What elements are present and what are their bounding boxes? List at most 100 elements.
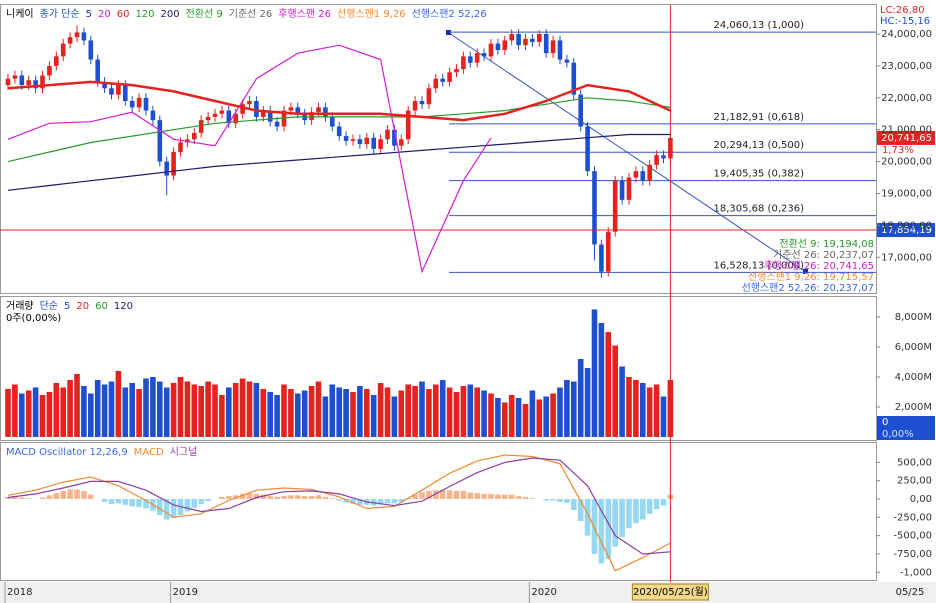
oscillator-bar xyxy=(543,499,549,501)
oscillator-bar xyxy=(660,499,667,506)
oscillator-bar xyxy=(412,494,418,500)
volume-bar xyxy=(522,403,529,437)
volume-bar xyxy=(577,358,584,437)
candle-body xyxy=(433,78,439,89)
indicator-readout: 기준선 26: 20,237,07 xyxy=(773,249,874,261)
y-tick-label: 19,000,00 xyxy=(881,188,932,199)
volume-bar xyxy=(460,385,467,437)
candle-body xyxy=(619,180,625,200)
candle-body xyxy=(419,101,425,105)
trend-handle xyxy=(803,269,808,274)
volume-bar xyxy=(274,394,280,437)
volume-bar xyxy=(384,387,391,437)
y-tick-label: 6,000M xyxy=(895,342,932,353)
oscillator-bar xyxy=(598,499,605,564)
oscillator-bar xyxy=(460,490,467,500)
volume-bar xyxy=(495,397,501,437)
volume-bar xyxy=(322,396,329,437)
volume-bar xyxy=(363,388,370,437)
oscillator-bar xyxy=(467,492,474,500)
volume-bar xyxy=(357,385,363,437)
candle-body xyxy=(626,177,632,200)
volume-bar xyxy=(536,399,543,437)
y-tick-label: -500,00 xyxy=(893,531,932,542)
candle-body xyxy=(295,107,301,114)
candle-body xyxy=(116,85,121,95)
legend-item: 시그널 xyxy=(170,446,198,458)
volume-bar xyxy=(474,387,480,437)
line-series xyxy=(7,97,671,163)
oscillator-bar xyxy=(557,499,563,502)
oscillator-bar xyxy=(639,499,646,520)
fib-label: 24,060,13 (1,000) xyxy=(713,20,804,31)
volume-bar xyxy=(660,396,667,437)
x-axis-strip xyxy=(0,582,936,603)
volume-subtitle: 0주(0,00%) xyxy=(6,313,61,324)
candle-body xyxy=(336,126,342,137)
volume-bar xyxy=(294,393,301,437)
x-tick-label: 2019 xyxy=(173,587,198,598)
fib-label: 20,294,13 (0,500) xyxy=(713,140,804,151)
volume-bar xyxy=(74,373,80,437)
candle-body xyxy=(564,59,570,63)
candle-body xyxy=(150,110,156,121)
candle-body xyxy=(592,171,597,245)
oscillator-bar xyxy=(501,494,508,500)
legend-item: 120 xyxy=(114,301,133,312)
oscillator-bar xyxy=(46,495,53,500)
candle-body xyxy=(164,161,169,176)
y-tick-label: -750,00 xyxy=(893,549,932,560)
oscillator-bar xyxy=(184,499,191,512)
oscillator-bar xyxy=(377,499,384,505)
legend-item: 전환선 9 xyxy=(186,8,223,20)
volume-bar xyxy=(626,376,632,437)
volume-bar xyxy=(315,381,322,437)
oscillator-bar xyxy=(129,499,136,507)
y-tick-label: 22,000,00 xyxy=(881,93,932,104)
fib-label: 16,528,13 (0,000) xyxy=(713,260,804,271)
volume-bar xyxy=(101,384,108,437)
candle-body xyxy=(467,56,473,63)
volume-bar xyxy=(260,388,267,437)
oscillator-bar xyxy=(653,499,660,510)
candle-body xyxy=(530,38,535,42)
oscillator-bar xyxy=(246,493,253,500)
volume-bar xyxy=(557,387,563,437)
oscillator-bar xyxy=(122,499,129,505)
oscillator-bar xyxy=(612,499,618,547)
fib-label: 21,182,91 (0,618) xyxy=(713,112,804,123)
candle-body xyxy=(488,43,494,57)
volume-bar xyxy=(446,387,453,437)
volume-bar xyxy=(198,385,204,437)
oscillator-bar xyxy=(253,493,260,500)
volume-bar xyxy=(212,384,218,437)
oscillator-bar xyxy=(198,499,204,505)
candle-body xyxy=(495,43,501,50)
candle-body xyxy=(102,81,107,89)
candle-body xyxy=(171,152,176,176)
candle-body xyxy=(364,137,370,145)
legend-item: 단순 xyxy=(40,300,58,312)
oscillator-bar xyxy=(419,492,425,500)
candle-body xyxy=(447,72,452,82)
volume-bar xyxy=(370,394,377,437)
candle-body xyxy=(454,69,459,73)
oscillator-bar xyxy=(398,499,405,502)
legend-item: 20 xyxy=(98,9,111,20)
candle-body xyxy=(343,136,349,141)
volume-bar xyxy=(543,396,549,437)
corner-text: HC:-15,16 xyxy=(880,16,930,27)
volume-bar xyxy=(94,379,101,437)
volume-bar xyxy=(639,382,646,437)
volume-bar xyxy=(88,393,94,437)
indicator-readout: 전환선 9: 19,194,08 xyxy=(779,238,874,250)
candle-body xyxy=(226,110,232,124)
oscillator-bar xyxy=(605,499,612,560)
oscillator-bar xyxy=(453,490,460,500)
volume-bar xyxy=(515,397,522,437)
volume-bar xyxy=(288,388,294,437)
candle-body xyxy=(550,40,556,54)
volume-bar xyxy=(19,393,25,437)
legend-item: 선행스팬1 9,26 xyxy=(337,8,406,20)
candle-body xyxy=(516,34,521,46)
